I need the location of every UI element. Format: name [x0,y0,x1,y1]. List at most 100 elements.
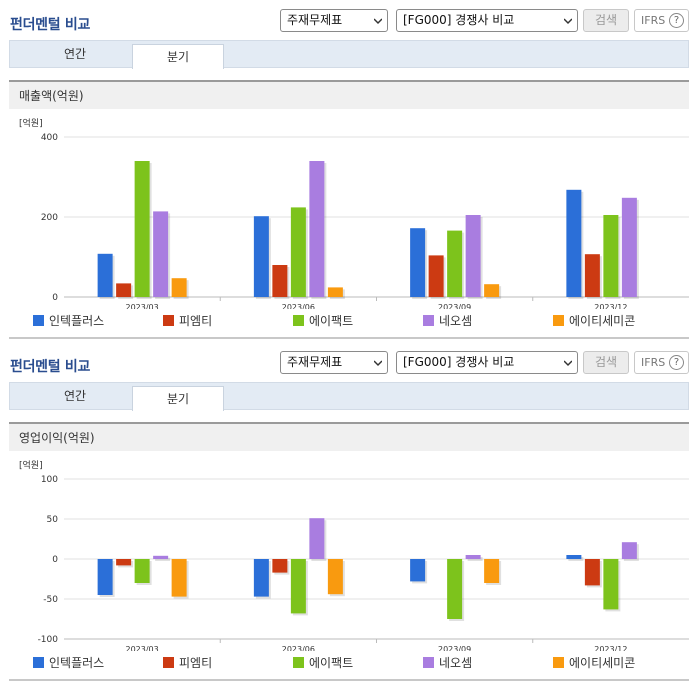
bar[interactable] [272,559,288,573]
peer-group-select[interactable]: [FG000] 경쟁사 비교 [396,9,578,32]
legend-item[interactable]: 피엠티 [163,655,212,671]
fundamental-panel-revenue: 펀더멘털 비교 주재무제표 [FG000] 경쟁사 비교 검색 IFRS ? 연… [9,9,689,339]
legend-swatch [423,657,434,668]
bar[interactable] [410,228,426,297]
bar[interactable] [621,542,637,559]
tab-quarterly[interactable]: 분기 [132,386,224,411]
search-button[interactable]: 검색 [583,351,629,374]
x-tick-label: 2023/03 [126,303,159,309]
statement-type-value: 주재무제표 [287,13,343,27]
statement-type-select[interactable]: 주재무제표 [280,351,388,374]
y-tick-label: 400 [41,133,58,143]
bar[interactable] [428,255,444,297]
bar[interactable] [116,559,132,566]
unit-label: [억원] [19,117,43,129]
legend-label: 네오셈 [439,656,473,670]
legend-swatch [33,657,44,668]
peer-group-value: [FG000] 경쟁사 비교 [403,355,515,369]
tab-annual[interactable]: 연간 [63,47,87,61]
bar[interactable] [621,197,637,297]
bar[interactable] [447,559,463,619]
chart-legend: 인텍플러스 피엠티 에이팩트 네오셈 에이티세미콘 [33,655,683,671]
bar[interactable] [253,559,269,597]
bar[interactable] [253,216,269,297]
ifrs-button[interactable]: IFRS ? [634,351,689,374]
x-tick-label: 2023/12 [594,645,627,651]
legend-label: 에이티세미콘 [569,656,636,670]
x-tick-label: 2023/09 [438,303,471,309]
legend-item[interactable]: 피엠티 [163,313,212,329]
y-tick-label: 0 [52,293,58,303]
y-tick-label: 200 [41,213,58,223]
fundamental-panel-operating-profit: 펀더멘털 비교 주재무제표 [FG000] 경쟁사 비교 검색 IFRS ? 연… [0,342,696,684]
legend-swatch [33,315,44,326]
bar[interactable] [290,207,306,297]
legend-item[interactable]: 에이티세미콘 [553,655,635,671]
legend-label: 에이티세미콘 [569,314,636,328]
bar[interactable] [290,559,306,614]
revenue-chart: [억원] 0 200 400 2023/03 2023/06 2023/09 2023/12 … [9,109,689,339]
y-tick-label: 50 [47,515,59,525]
bar[interactable] [97,253,113,297]
statement-type-value: 주재무제표 [287,355,343,369]
bar[interactable] [484,284,500,297]
bar[interactable] [465,215,481,297]
legend-item[interactable]: 인텍플러스 [33,655,104,671]
bar[interactable] [272,265,288,297]
legend-item[interactable]: 에이티세미콘 [553,313,635,329]
bar[interactable] [153,555,169,559]
bar[interactable] [134,559,150,583]
bar[interactable] [484,559,500,583]
legend-item[interactable]: 네오셈 [423,655,472,671]
bar-shadow [155,557,171,561]
search-button[interactable]: 검색 [583,9,629,32]
bar[interactable] [171,278,187,297]
legend-item[interactable]: 네오셈 [423,313,472,329]
bar[interactable] [447,230,463,297]
y-tick-label: -100 [38,635,59,645]
bar[interactable] [410,559,426,582]
bar[interactable] [309,518,325,559]
bar[interactable] [566,189,582,297]
bar[interactable] [465,555,481,559]
panel-title: 펀더멘털 비교 [10,359,91,375]
legend-item[interactable]: 에이팩트 [293,655,353,671]
statement-type-select[interactable]: 주재무제표 [280,9,388,32]
peer-group-select[interactable]: [FG000] 경쟁사 비교 [396,351,578,374]
help-icon[interactable]: ? [669,13,684,28]
bar[interactable] [584,254,600,297]
bar[interactable] [309,161,325,297]
bar[interactable] [134,161,150,297]
help-icon[interactable]: ? [669,355,684,370]
metric-header: 매출액(억원) [9,80,689,109]
bar[interactable] [153,211,169,297]
x-tick-label: 2023/09 [438,645,471,651]
operating-profit-chart: [억원] -100 -50 0 50 100 2023/03 2023/06 2023/09 20… [9,451,689,681]
bar[interactable] [566,555,582,559]
bar[interactable] [116,283,132,297]
y-tick-label: 100 [41,475,58,485]
legend-swatch [293,315,304,326]
bar[interactable] [171,559,187,597]
x-tick-label: 2023/06 [282,303,315,309]
panel-title: 펀더멘털 비교 [10,17,91,33]
peer-group-value: [FG000] 경쟁사 비교 [403,13,515,27]
legend-label: 에이팩트 [309,314,354,328]
legend-item[interactable]: 인텍플러스 [33,313,104,329]
bar[interactable] [97,559,113,595]
bar[interactable] [603,215,619,297]
tab-annual[interactable]: 연간 [63,389,87,403]
tab-quarterly[interactable]: 분기 [132,44,224,69]
legend-item[interactable]: 에이팩트 [293,313,353,329]
bar[interactable] [603,559,619,610]
bar[interactable] [327,559,343,595]
legend-label: 피엠티 [179,656,213,670]
metric-header: 영업이익(억원) [9,422,689,451]
x-tick-label: 2023/12 [594,303,627,309]
bar[interactable] [327,287,343,297]
unit-label: [억원] [19,459,43,471]
legend-label: 에이팩트 [309,656,354,670]
legend-label: 인텍플러스 [49,314,105,328]
bar[interactable] [584,559,600,586]
ifrs-button[interactable]: IFRS ? [634,9,689,32]
